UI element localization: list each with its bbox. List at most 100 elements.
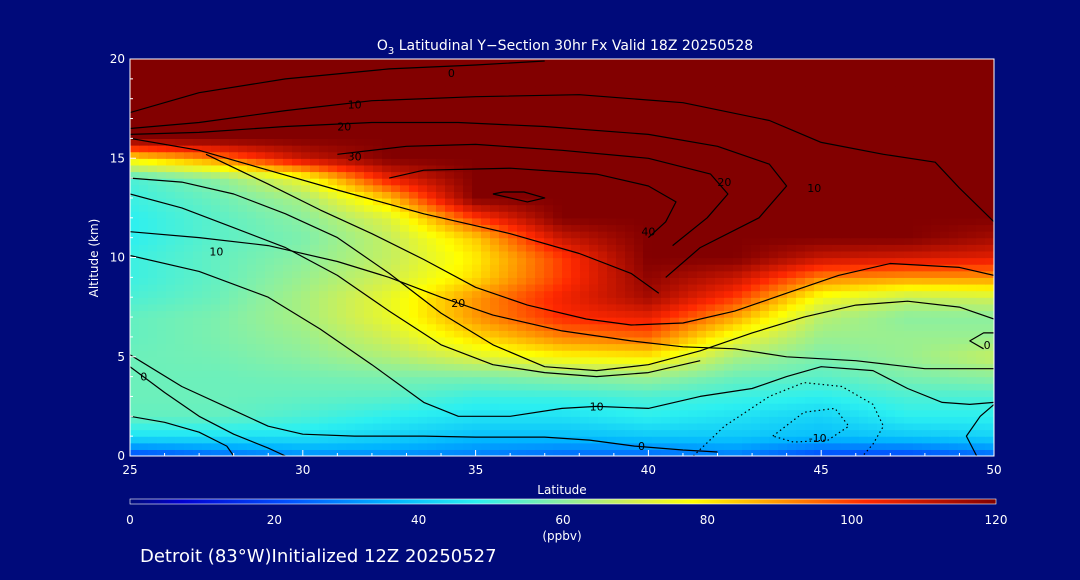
heatmap-cell (409, 330, 419, 338)
heatmap-cell (301, 363, 311, 371)
heatmap-cell (706, 389, 716, 398)
heatmap-cell (346, 303, 356, 312)
heatmap-cell (436, 257, 446, 265)
heatmap-cell (661, 131, 671, 139)
heatmap-cell (130, 436, 140, 444)
heatmap-cell (634, 250, 644, 259)
heatmap-cell (175, 442, 185, 450)
heatmap-cell (598, 436, 608, 444)
heatmap-cell (922, 237, 932, 245)
heatmap-cell (157, 409, 167, 417)
heatmap-cell (409, 383, 419, 391)
heatmap-cell (706, 303, 716, 312)
heatmap-cell (850, 396, 860, 404)
heatmap-cell (769, 330, 779, 338)
heatmap-cell (175, 356, 185, 364)
heatmap-cell (769, 403, 779, 411)
heatmap-cell (175, 403, 185, 411)
heatmap-cell (544, 231, 554, 239)
heatmap-cell (607, 409, 617, 417)
heatmap-cell (814, 178, 824, 186)
heatmap-cell (922, 363, 932, 371)
heatmap-cell (661, 283, 671, 292)
heatmap-cell (913, 403, 923, 411)
heatmap-cell (787, 297, 797, 305)
heatmap-cell (769, 158, 779, 166)
heatmap-cell (616, 436, 626, 444)
heatmap-cell (427, 184, 437, 192)
heatmap-cell (292, 178, 302, 186)
heatmap-cell (904, 264, 914, 272)
heatmap-cell (328, 396, 338, 404)
heatmap-cell (220, 191, 230, 199)
heatmap-cell (769, 231, 779, 239)
heatmap-cell (517, 343, 527, 351)
heatmap-cell (427, 244, 437, 252)
heatmap-cell (310, 403, 320, 411)
heatmap-cell (688, 204, 698, 212)
heatmap-cell (769, 310, 779, 318)
heatmap-cell (526, 158, 536, 166)
heatmap-cell (490, 178, 500, 186)
heatmap-cell (220, 429, 230, 437)
heatmap-cell (769, 277, 779, 285)
heatmap-cell (490, 184, 500, 192)
heatmap-cell (310, 171, 320, 179)
heatmap-cell (598, 197, 608, 206)
heatmap-cell (625, 138, 635, 146)
heatmap-cell (904, 178, 914, 186)
heatmap-cell (238, 317, 248, 325)
heatmap-cell (940, 429, 950, 437)
heatmap-cell (535, 191, 545, 199)
heatmap-cell (499, 429, 509, 437)
heatmap-cell (391, 164, 401, 173)
heatmap-cell (931, 303, 941, 312)
heatmap-cell (805, 224, 815, 232)
heatmap-cell (184, 250, 194, 259)
heatmap-cell (877, 131, 887, 139)
heatmap-cell (256, 184, 266, 192)
heatmap-cell (589, 270, 599, 278)
heatmap-cell (940, 138, 950, 146)
heatmap-cell (139, 436, 149, 444)
heatmap-cell (598, 158, 608, 166)
heatmap-cell (598, 204, 608, 212)
heatmap-cell (967, 330, 977, 338)
heatmap-cell (976, 171, 986, 179)
heatmap-cell (130, 429, 140, 437)
heatmap-cell (940, 151, 950, 159)
heatmap-cell (535, 237, 545, 245)
heatmap-cell (346, 436, 356, 444)
heatmap-cell (607, 290, 617, 298)
heatmap-cell (706, 297, 716, 305)
heatmap-cell (220, 244, 230, 252)
heatmap-cell (679, 363, 689, 371)
heatmap-cell (688, 211, 698, 219)
heatmap-cell (670, 290, 680, 298)
heatmap-cell (895, 277, 905, 285)
heatmap-cell (805, 217, 815, 226)
heatmap-cell (697, 350, 707, 358)
heatmap-cell (949, 191, 959, 199)
heatmap-cell (823, 409, 833, 417)
heatmap-cell (958, 270, 968, 278)
heatmap-cell (904, 164, 914, 173)
heatmap-cell (553, 416, 563, 424)
heatmap-cell (616, 376, 626, 384)
heatmap-cell (418, 191, 428, 199)
heatmap-cell (931, 131, 941, 139)
heatmap-cell (778, 184, 788, 192)
heatmap-cell (436, 217, 446, 226)
heatmap-cell (256, 403, 266, 411)
heatmap-cell (976, 429, 986, 437)
heatmap-cell (256, 343, 266, 351)
heatmap-cell (157, 317, 167, 325)
heatmap-cell (418, 396, 428, 404)
heatmap-cell (346, 164, 356, 173)
heatmap-cell (643, 422, 653, 431)
heatmap-cell (256, 204, 266, 212)
heatmap-cell (238, 336, 248, 345)
heatmap-cell (598, 356, 608, 364)
heatmap-cell (922, 184, 932, 192)
heatmap-cell (769, 217, 779, 226)
